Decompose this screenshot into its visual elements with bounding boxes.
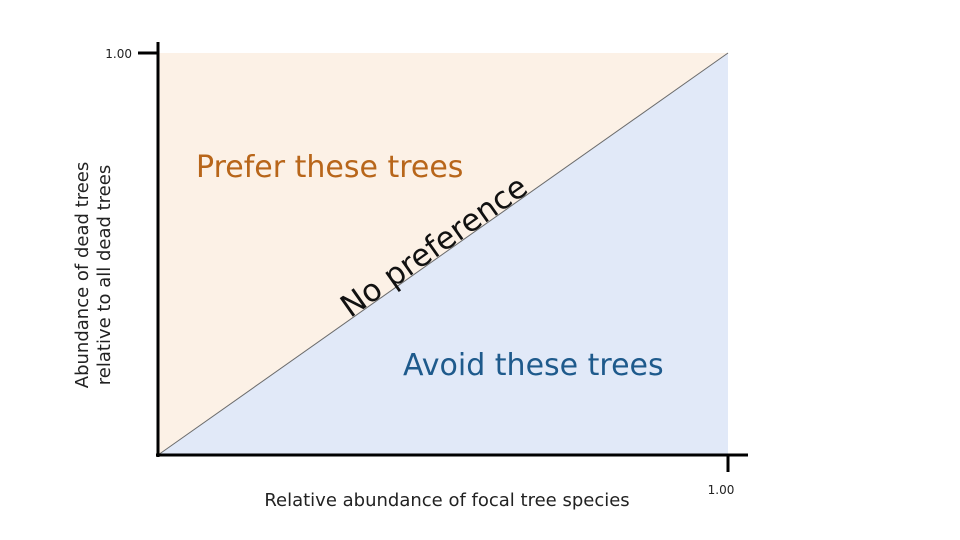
y-axis-label-line2: relative to all dead trees: [94, 165, 115, 385]
avoid-label: Avoid these trees: [403, 348, 664, 383]
y-tick-label: 1.00: [105, 47, 132, 61]
no-preference-line: [157, 52, 729, 456]
x-tick-label: 1.00: [708, 483, 735, 497]
prefer-label: Prefer these trees: [196, 150, 463, 185]
x-axis-label: Relative abundance of focal tree species: [264, 490, 629, 511]
y-axis-label-line1: Abundance of dead trees: [72, 162, 93, 388]
